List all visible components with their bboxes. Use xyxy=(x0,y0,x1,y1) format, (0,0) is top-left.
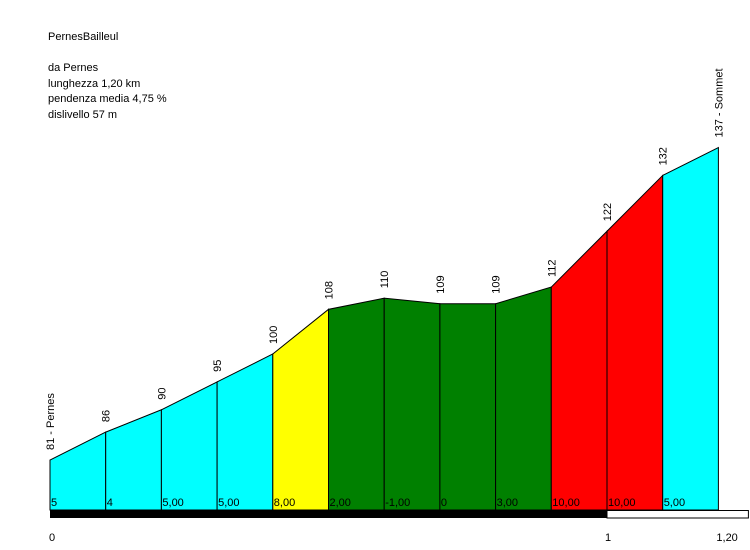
profile-segment xyxy=(606,174,664,511)
x-tick-label: 1 xyxy=(605,532,611,544)
climb-label: dislivello 57 m xyxy=(48,108,118,121)
slope-label: 5,00 xyxy=(664,497,685,509)
altitude-label: 109 xyxy=(435,275,447,293)
gradient-label: pendenza media 4,75 % xyxy=(48,93,167,105)
profile-segment xyxy=(49,431,107,511)
distance-bar-filled xyxy=(50,510,607,518)
altitude-label: 108 xyxy=(324,281,336,299)
altitude-label: 90 xyxy=(156,388,168,400)
x-tick-label: 1,20 xyxy=(716,532,737,544)
profile-segment xyxy=(216,353,274,511)
profile-segment xyxy=(550,230,608,511)
slope-label: 5 xyxy=(51,497,57,509)
slope-label: 5,00 xyxy=(162,497,183,509)
altitude-label: 86 xyxy=(101,410,113,422)
slope-label: 2,00 xyxy=(330,497,351,509)
altitude-label: 109 xyxy=(491,275,503,293)
x-tick-label: 0 xyxy=(49,532,55,544)
length-label: lunghezza 1,20 km xyxy=(48,77,141,90)
profile-segment xyxy=(383,297,441,511)
profile-segment xyxy=(662,146,719,511)
profile-segment xyxy=(105,409,162,511)
altitude-label: 100 xyxy=(268,326,280,344)
slope-label: 0 xyxy=(441,497,447,509)
altitude-label: 110 xyxy=(379,271,391,289)
profile-segment xyxy=(328,297,385,511)
profile-segment xyxy=(495,286,552,511)
profile-segment xyxy=(439,303,497,511)
altitude-label: 81 - Pernes xyxy=(45,393,57,450)
slope-label: 4 xyxy=(107,497,113,509)
altitude-label: 132 xyxy=(658,147,670,165)
altitude-label: 95 xyxy=(212,360,224,372)
altitude-label: 112 xyxy=(546,259,558,277)
profile-title: PernesBailleul xyxy=(48,31,119,43)
slope-label: 5,00 xyxy=(218,497,239,509)
profile-info: PernesBailleul da Pernes lunghezza 1,20 … xyxy=(48,30,167,123)
altitude-label: 122 xyxy=(602,203,614,221)
distance-bar-empty xyxy=(606,510,749,519)
slope-label: 8,00 xyxy=(274,497,295,509)
start-label: da Pernes xyxy=(48,62,99,74)
altitude-label: 137 - Sommet xyxy=(713,68,725,137)
slope-label: 10,00 xyxy=(608,497,636,509)
slope-label: 3,00 xyxy=(497,497,518,509)
profile-segment xyxy=(272,308,329,511)
slope-label: 10,00 xyxy=(552,497,580,509)
slope-label: -1,00 xyxy=(385,497,410,509)
profile-segment xyxy=(160,381,218,511)
